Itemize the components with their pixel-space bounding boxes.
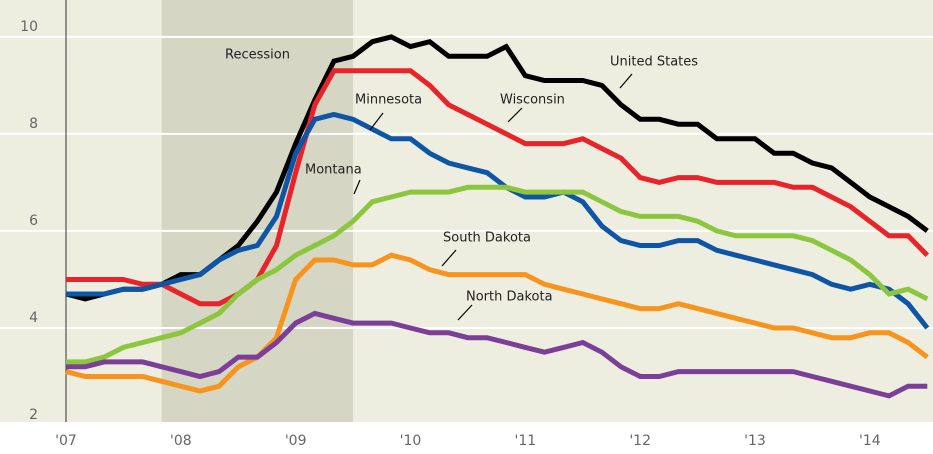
recession-label: Recession <box>225 48 290 63</box>
plot-background <box>0 0 933 422</box>
label-leader <box>457 304 473 321</box>
series-label: South Dakota <box>443 231 531 246</box>
x-tick-label: '07 <box>55 433 77 449</box>
label-leader <box>507 107 523 123</box>
y-tick-label: 2 <box>29 407 38 423</box>
series-label: Montana <box>305 163 362 178</box>
x-tick-label: '09 <box>285 433 307 449</box>
label-leader <box>619 73 633 89</box>
x-tick-label: '14 <box>859 433 881 449</box>
series-label: North Dakota <box>466 290 553 305</box>
label-leader <box>353 179 361 195</box>
y-tick-label: 6 <box>29 213 38 229</box>
series-line <box>65 252 929 394</box>
series-line <box>66 111 930 330</box>
x-tick-label: '13 <box>744 433 766 449</box>
label-leader <box>369 112 384 131</box>
series-line <box>66 310 928 399</box>
series-label: Minnesota <box>355 93 422 108</box>
series-label: United States <box>610 55 698 70</box>
x-tick-label: '10 <box>400 433 422 449</box>
series-label: Wisconsin <box>500 93 565 108</box>
y-tick-label: 4 <box>29 310 38 326</box>
x-tick-label: '08 <box>170 433 192 449</box>
x-tick-label: '12 <box>629 433 651 449</box>
label-leader <box>441 249 457 267</box>
recession-band <box>161 0 354 422</box>
series-line <box>66 68 930 307</box>
y-tick-label: 8 <box>29 116 38 132</box>
series-line <box>66 184 929 365</box>
x-tick-label: '11 <box>515 433 537 449</box>
y-tick-label: 10 <box>20 19 38 35</box>
